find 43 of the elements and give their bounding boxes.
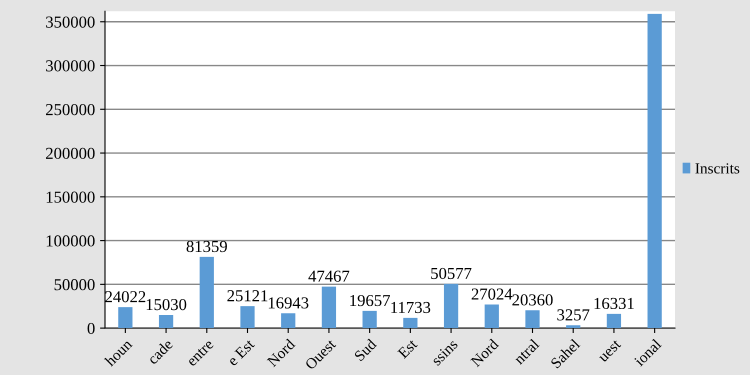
y-tick-label: 250000	[46, 104, 95, 116]
bar	[444, 284, 458, 328]
data-label: 11733	[391, 302, 430, 314]
bar	[403, 318, 418, 328]
x-tick-label: houn	[104, 338, 133, 367]
y-tick-label: 100000	[46, 235, 95, 247]
x-tick-label: Est	[397, 338, 418, 359]
data-label: 81359	[186, 240, 227, 252]
x-tick-label: uest	[598, 339, 622, 363]
bar	[240, 306, 255, 328]
bar	[525, 310, 540, 328]
bar	[362, 310, 377, 328]
x-tick-label: e Est	[227, 338, 256, 366]
bar	[322, 286, 336, 328]
bar	[281, 313, 296, 328]
y-tick-label: 150000	[46, 192, 95, 203]
data-label: 15030	[146, 298, 186, 310]
data-label: 47467	[308, 270, 350, 282]
legend-label: Inscrits	[695, 163, 740, 174]
x-tick-label: Sud	[354, 338, 378, 362]
data-label: 19657	[350, 294, 390, 306]
x-tick-label: entre	[187, 340, 214, 367]
data-label: 27024	[472, 288, 512, 300]
data-label: 20360	[512, 294, 553, 306]
bar	[118, 307, 132, 328]
bar	[484, 304, 499, 328]
data-label: 16331	[594, 298, 634, 310]
data-label: 3257	[557, 309, 590, 320]
data-label: 50577	[431, 268, 472, 280]
data-label: 16943	[268, 297, 308, 309]
bar	[158, 314, 174, 328]
y-tick-label: 0	[88, 322, 95, 334]
bar	[648, 14, 662, 328]
y-tick-label: 300000	[46, 60, 95, 72]
data-label: 25121	[227, 290, 268, 302]
y-tick-label: 200000	[46, 148, 95, 160]
bar	[606, 314, 622, 328]
bar	[200, 256, 214, 328]
x-tick-label: ssins	[430, 338, 458, 366]
y-tick-label: 350000	[46, 16, 95, 28]
y-tick-label: 50000	[54, 279, 95, 290]
x-tick-label: cade	[146, 338, 174, 365]
data-label: 24022	[105, 291, 146, 302]
